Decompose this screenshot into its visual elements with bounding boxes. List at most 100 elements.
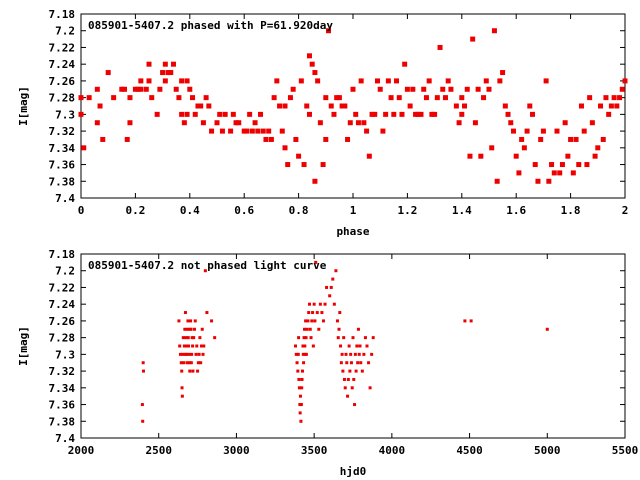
unphased-data-point: [180, 394, 184, 398]
phased-data-point: [589, 120, 595, 126]
unphased-data-point: [177, 319, 181, 323]
phased-data-point: [282, 145, 288, 151]
phased-data-point: [146, 78, 152, 84]
phased-data-point: [584, 162, 590, 168]
phased-data-point: [410, 86, 416, 92]
unphased-data-point: [325, 285, 329, 289]
unphased-data-point: [334, 269, 338, 273]
unphased-data-point: [340, 352, 344, 356]
phased-data-point: [505, 111, 511, 117]
phased-data-point: [287, 95, 293, 101]
phased-data-point: [508, 120, 514, 126]
phased-data-point: [326, 28, 332, 34]
phased-data-point: [271, 95, 277, 101]
phased-data-point: [423, 95, 429, 101]
unphased-data-point: [311, 311, 315, 315]
phased-data-point: [293, 136, 299, 142]
unphased-data-point: [298, 394, 302, 398]
unphased-data-point: [190, 336, 194, 340]
unphased-data-point: [199, 344, 203, 348]
phased-data-point: [127, 120, 133, 126]
phased-data-point: [573, 136, 579, 142]
phased-data-point: [434, 95, 440, 101]
unphased-data-point: [356, 327, 360, 331]
phased-data-point: [396, 95, 402, 101]
phased-data-point: [470, 36, 476, 42]
unphased-data-point: [193, 319, 197, 323]
unphased-data-point: [302, 361, 306, 365]
phased-data-point: [481, 95, 487, 101]
phased-y-tick-label: 7.24: [49, 58, 76, 71]
unphased-data-point: [341, 369, 345, 373]
phased-data-point: [394, 78, 400, 84]
phased-y-tick-label: 7.32: [49, 125, 76, 138]
unphased-data-point: [312, 302, 316, 306]
unphased-data-point: [345, 361, 349, 365]
phased-data-point: [105, 70, 111, 76]
phased-data-point: [557, 170, 563, 176]
unphased-data-point: [303, 344, 307, 348]
phased-data-point: [304, 103, 310, 109]
phased-data-point: [228, 128, 234, 134]
unphased-data-point: [311, 344, 315, 348]
unphased-x-tick-label: 5000: [534, 444, 561, 457]
phased-data-point: [222, 111, 228, 117]
phased-data-point: [426, 78, 432, 84]
unphased-data-point: [296, 352, 300, 356]
unphased-x-tick-label: 5500: [612, 444, 639, 457]
unphased-data-point: [178, 352, 182, 356]
phased-data-point: [336, 95, 342, 101]
unphased-data-point: [357, 352, 361, 356]
phased-chart-title: 085901-5407.2 phased with P=61.920day: [88, 19, 333, 32]
phased-data-point: [374, 78, 380, 84]
phased-x-tick-label: 1: [350, 204, 357, 217]
unphased-data-point: [338, 311, 342, 315]
phased-data-point: [456, 120, 462, 126]
phased-data-point: [339, 103, 345, 109]
phased-x-tick-label: 1.2: [397, 204, 417, 217]
phased-data-point: [157, 86, 163, 92]
unphased-data-point: [331, 277, 335, 281]
unphased-data-point: [183, 352, 187, 356]
phased-data-point: [274, 78, 280, 84]
unphased-data-point: [294, 352, 298, 356]
unphased-data-point: [354, 369, 358, 373]
phased-data-point: [165, 70, 171, 76]
unphased-data-point: [183, 311, 187, 315]
phased-data-point: [350, 86, 356, 92]
unphased-y-tick-label: 7.28: [49, 332, 76, 345]
phased-data-point: [576, 162, 582, 168]
phased-y-axis-label: I[mag]: [17, 86, 30, 126]
phased-data-point: [206, 103, 212, 109]
unphased-data-point: [315, 311, 319, 315]
phased-data-point: [200, 120, 206, 126]
unphased-data-point: [201, 352, 205, 356]
phased-data-point: [285, 162, 291, 168]
phased-data-point: [483, 78, 489, 84]
phased-data-point: [497, 78, 503, 84]
phased-data-point: [554, 128, 560, 134]
phased-y-tick-label: 7.18: [49, 8, 76, 21]
phased-data-point: [124, 136, 130, 142]
phased-data-point: [459, 95, 465, 101]
phased-data-point: [500, 70, 506, 76]
unphased-data-point: [336, 336, 340, 340]
phased-data-point: [190, 95, 196, 101]
phased-data-point: [407, 103, 413, 109]
unphased-data-point: [309, 336, 313, 340]
unphased-data-point: [192, 327, 196, 331]
unphased-data-point: [301, 352, 305, 356]
phased-data-point: [603, 95, 609, 101]
phased-data-point: [160, 70, 166, 76]
unphased-data-point: [205, 311, 209, 315]
unphased-data-point: [189, 361, 193, 365]
unphased-data-point: [298, 403, 302, 407]
phased-data-point: [366, 153, 372, 159]
phased-data-point: [306, 111, 312, 117]
unphased-data-point: [352, 377, 356, 381]
unphased-data-point: [307, 302, 311, 306]
phased-data-point: [241, 128, 247, 134]
phased-data-point: [230, 111, 236, 117]
phased-data-point: [249, 128, 255, 134]
unphased-data-point: [308, 327, 312, 331]
